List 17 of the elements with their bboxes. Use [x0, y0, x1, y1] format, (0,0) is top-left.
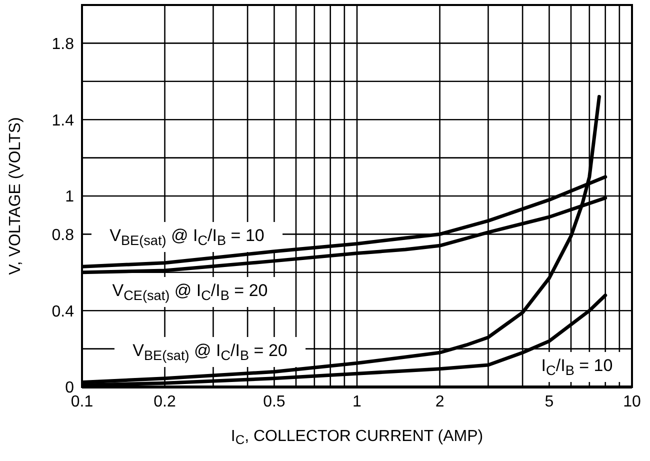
y-tick-label: 0.4	[52, 303, 74, 320]
x-tick-label: 2	[435, 393, 444, 410]
y-axis-title: V, VOLTAGE (VOLTS)	[7, 117, 24, 275]
annotation: V$_{BE(sat)}$ @ I$_{C}$/I$_{B}$ = 10	[110, 226, 264, 248]
y-tick-label: 0.8	[52, 226, 74, 244]
y-tick-label: 1.4	[52, 112, 74, 130]
y-tick-label: 1.8	[52, 36, 74, 53]
x-tick-label: 5	[544, 393, 554, 410]
annotation: I$_{C}$/I$_{B}$ = 10	[541, 356, 613, 378]
annotation: V$_{BE(sat)}$ @ I$_{C}$/I$_{B}$ = 20	[132, 341, 288, 362]
annotation: V$_{CE(sat)}$ @ I$_{C}$/I$_{B}$ = 20	[112, 281, 268, 302]
x-axis-title: I$_{C}$, COLLECTOR CURRENT (AMP)	[230, 428, 484, 448]
y-tick-label: 1	[65, 188, 74, 206]
x-tick-label: 1	[352, 393, 362, 410]
x-tick-label: 0.2	[154, 393, 176, 410]
x-tick-label: 0.5	[263, 393, 286, 410]
x-tick-label: 10	[623, 393, 641, 410]
